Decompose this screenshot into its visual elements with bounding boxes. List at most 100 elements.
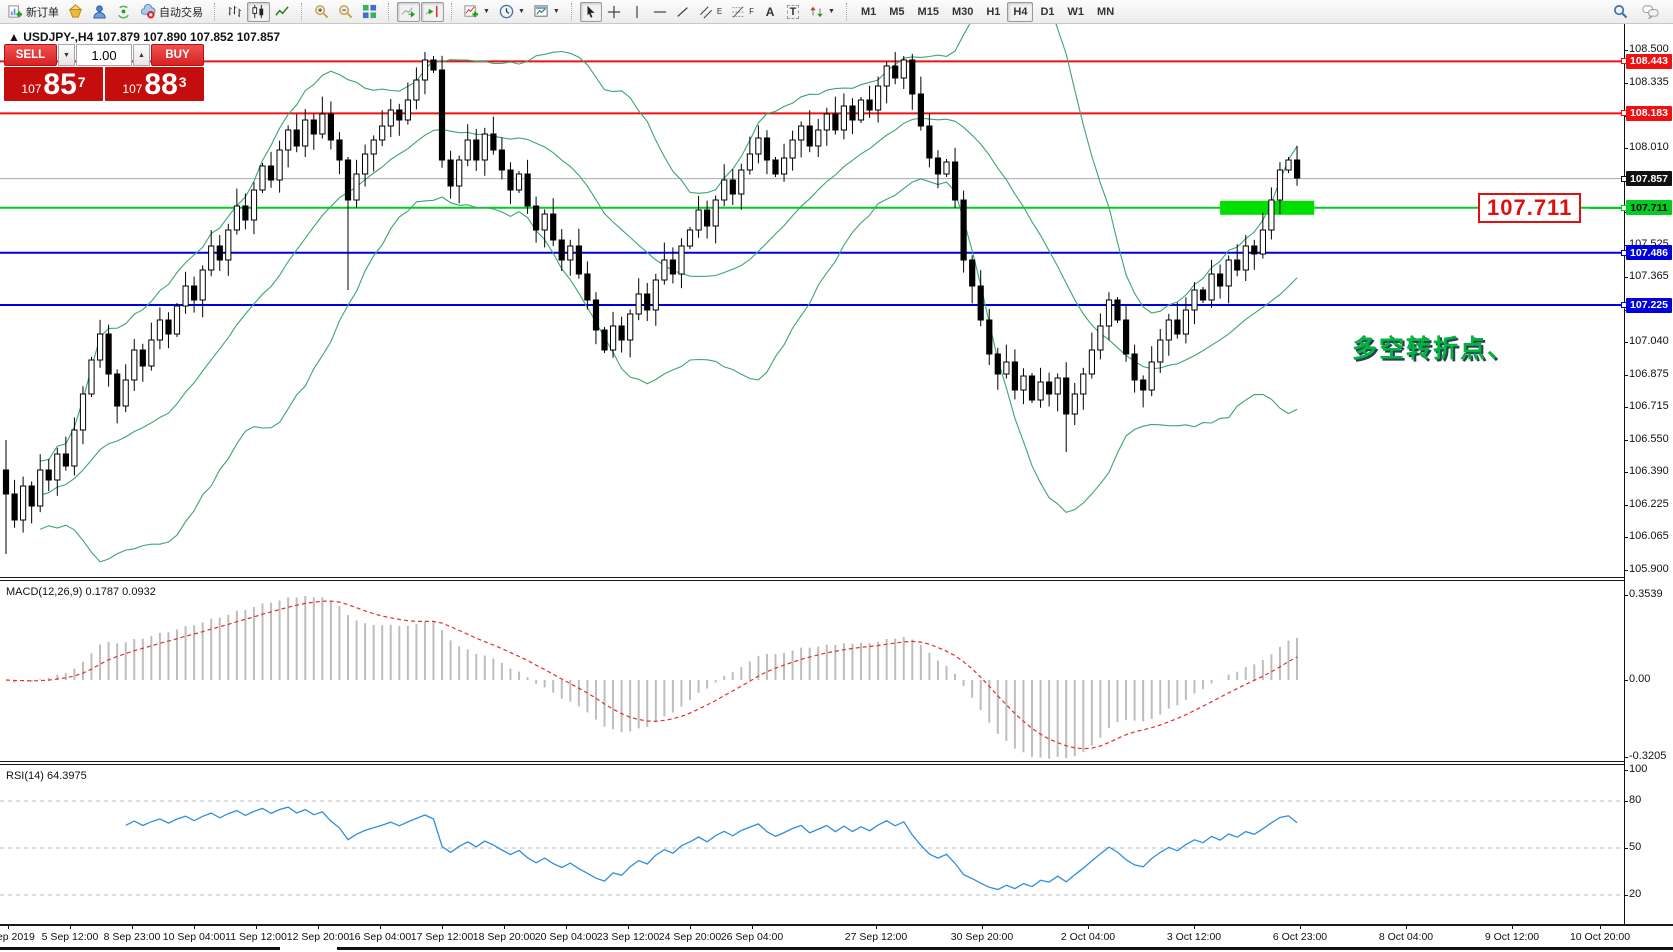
price-badge-108.183: 108.183 — [1626, 105, 1672, 121]
fibonacci-button[interactable]: F — [727, 2, 758, 22]
volume-down-button[interactable]: ▼ — [58, 44, 75, 66]
time-tickmark — [442, 926, 443, 929]
signals-button[interactable] — [112, 2, 135, 22]
zoom-out-button[interactable] — [334, 2, 357, 22]
turning-point-annotation[interactable]: 多空转折点、 — [1352, 335, 1515, 363]
rsi-tick: 50 — [1629, 841, 1642, 853]
autotrading-button[interactable]: 自动交易 — [136, 2, 207, 22]
rsi-tick: 100 — [1629, 762, 1648, 775]
line-chart-button[interactable] — [271, 2, 294, 22]
panel-divider[interactable] — [0, 577, 1673, 581]
tab-timeframe-h4[interactable]: H4 — [1007, 1, 1034, 22]
chart-shift-button[interactable] — [421, 1, 444, 22]
macd-label: MACD(12,26,9) 0.1787 0.0932 — [6, 586, 156, 598]
search-button[interactable] — [1609, 2, 1632, 22]
axis-tickmark — [1625, 895, 1628, 897]
rsi-chart — [0, 800, 1624, 896]
autotrading-icon — [141, 4, 156, 19]
price-tick: 106.225 — [1629, 498, 1669, 510]
autoscroll-button[interactable] — [397, 1, 420, 22]
tab-timeframe-w1[interactable]: W1 — [1067, 5, 1085, 18]
tab-timeframe-m1[interactable]: M1 — [860, 5, 877, 18]
arrows-button[interactable]: ▼ — [805, 2, 839, 22]
bar-chart-button[interactable] — [223, 2, 246, 22]
fibonacci-icon — [732, 5, 745, 18]
community-button[interactable] — [88, 2, 111, 22]
time-label: 10 Sep 04:00 — [162, 931, 226, 943]
tab-timeframe-mn[interactable]: MN — [1097, 5, 1115, 18]
panel-divider[interactable] — [0, 761, 1673, 765]
crosshair-button[interactable] — [603, 2, 625, 22]
sell-price-sup: 7 — [77, 74, 86, 90]
time-tickmark — [380, 926, 381, 929]
sell-button[interactable]: SELL — [4, 44, 57, 66]
chat-button[interactable] — [1638, 2, 1663, 22]
new-order-label: 新订单 — [26, 6, 59, 19]
tab-timeframe-m30[interactable]: M30 — [951, 5, 974, 18]
tab-timeframe-d1[interactable]: D1 — [1040, 5, 1055, 18]
vertical-line-button[interactable] — [626, 2, 648, 22]
axis-tickmark — [1625, 848, 1628, 849]
trendline-button[interactable] — [672, 2, 694, 22]
axis-tickmark — [1625, 83, 1628, 84]
price-tick: 106.550 — [1629, 433, 1669, 445]
axis-tickmark — [1625, 801, 1628, 802]
chart-header: ▲ USDJPY-,H4 107.879 107.890 107.852 107… — [8, 30, 280, 44]
symbol-ohlc-text: USDJPY-,H4 107.879 107.890 107.852 107.8… — [23, 30, 281, 44]
time-label: 3 Oct 12:00 — [1166, 931, 1222, 943]
volume-input[interactable] — [76, 44, 132, 66]
time-label: 4 Sep 2019 — [0, 931, 35, 943]
collapse-arrow-icon[interactable]: ▲ — [8, 30, 20, 44]
price-chart-panel[interactable] — [0, 24, 1624, 577]
templates-button[interactable]: ▼ — [530, 2, 564, 22]
time-label: 18 Sep 20:00 — [472, 931, 536, 943]
time-tickmark — [1406, 926, 1407, 929]
price-level-callout[interactable]: 107.711 — [1478, 193, 1582, 223]
cursor-button[interactable] — [579, 1, 602, 22]
time-tickmark — [1512, 926, 1513, 929]
tab-timeframe-m15[interactable]: M15 — [917, 5, 939, 18]
macd-panel[interactable] — [0, 581, 1624, 761]
price-axis[interactable]: 108.500108.335108.170108.010107.845107.6… — [1621, 24, 1673, 925]
buy-price-sup: 3 — [178, 74, 187, 90]
rsi-tick: 80 — [1629, 794, 1642, 806]
time-tickmark — [318, 926, 319, 929]
zoom-in-button[interactable] — [310, 2, 333, 22]
candlestick-chart-button[interactable] — [247, 1, 270, 22]
horizontal-line-icon — [653, 10, 666, 13]
chart-shift-icon — [425, 5, 438, 18]
text-button[interactable]: A — [759, 2, 781, 22]
time-label: 16 Sep 04:00 — [348, 931, 412, 943]
equidistant-channel-button[interactable]: E — [695, 2, 726, 22]
fibonacci-letter: F — [749, 7, 755, 16]
buy-button[interactable]: BUY — [151, 44, 204, 66]
axis-tickmark — [1625, 407, 1628, 408]
sell-price-display[interactable]: 107 85 7 — [4, 67, 103, 101]
axis-tickmark — [1625, 342, 1628, 343]
macd-chart — [5, 596, 1299, 759]
volume-up-button[interactable]: ▲ — [133, 44, 150, 66]
rsi-panel[interactable] — [0, 765, 1624, 924]
new-order-button[interactable]: 新订单 — [4, 2, 63, 22]
axis-tickmark — [1625, 570, 1628, 571]
text-label-button[interactable]: T — [782, 2, 804, 22]
horizontal-line-button[interactable] — [649, 2, 671, 22]
crosshair-icon — [607, 5, 620, 18]
axis-tickmark — [1625, 680, 1628, 681]
indicators-button[interactable]: ▼ — [460, 2, 494, 22]
template-icon — [534, 5, 548, 17]
price-badge-108.443: 108.443 — [1626, 53, 1672, 69]
tab-timeframe-h1[interactable]: H1 — [986, 5, 1001, 18]
axis-tickmark — [1625, 472, 1628, 473]
time-tickmark — [504, 926, 505, 929]
macd-tick: -0.3205 — [1629, 749, 1667, 762]
time-tickmark — [628, 926, 629, 929]
time-tickmark — [566, 926, 567, 929]
tab-timeframe-m5[interactable]: M5 — [889, 5, 905, 18]
tile-windows-button[interactable] — [358, 2, 381, 22]
periods-button[interactable]: ▼ — [495, 2, 529, 22]
buy-price-display[interactable]: 107 88 3 — [105, 67, 204, 101]
axis-tickmark — [1625, 375, 1628, 376]
metaeditor-button[interactable] — [64, 2, 87, 22]
buy-price-prefix: 107 — [122, 82, 143, 96]
